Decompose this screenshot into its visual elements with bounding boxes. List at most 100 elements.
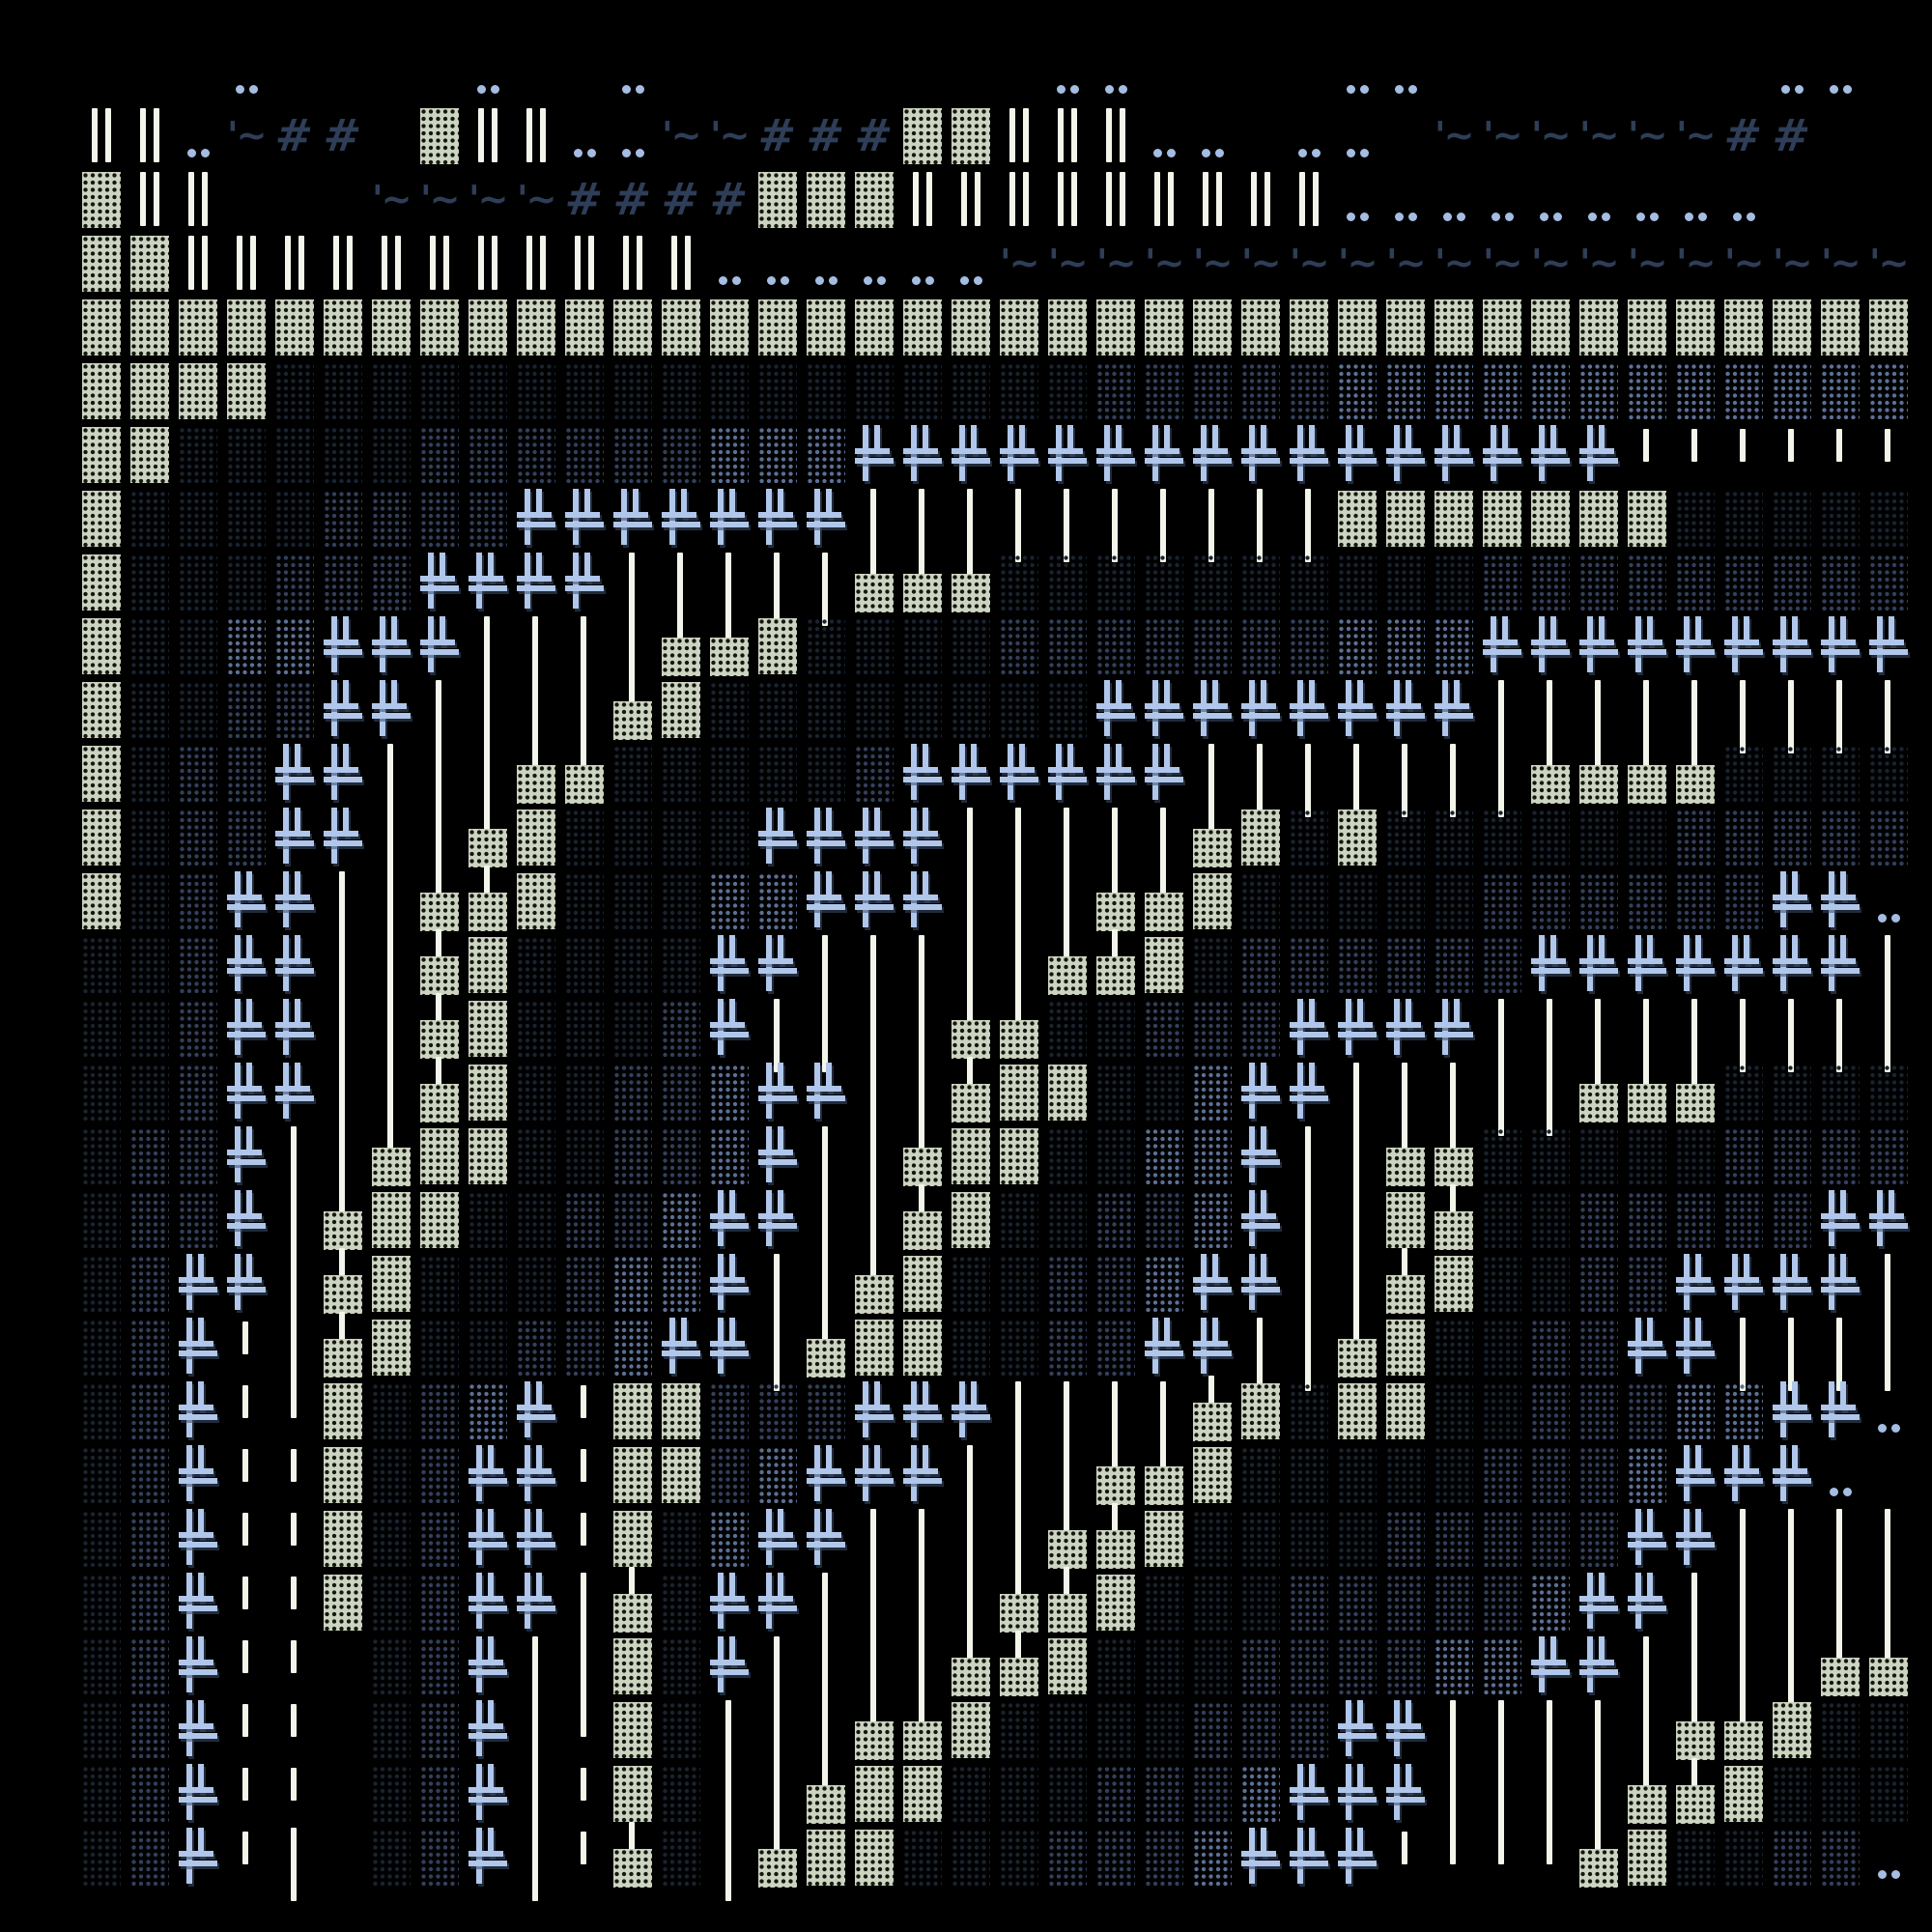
glyph-dot-block-dim-blue <box>179 869 227 933</box>
glyph-bar <box>1000 806 1048 881</box>
glyph-double-cross <box>1821 1252 1869 1316</box>
glyph-double-cross <box>1241 1124 1290 1188</box>
glyph-double-cross <box>324 678 372 742</box>
glyph-bar <box>469 678 517 753</box>
glyph-green-dot-block <box>952 104 1000 168</box>
glyph-dot-block-dim-blue <box>565 1252 613 1316</box>
glyph-double-cross <box>1773 933 1821 997</box>
glyph-bar <box>1000 1379 1048 1455</box>
glyph-green-dot-block <box>1048 1061 1096 1124</box>
glyph-dot-block-dim-blue <box>1000 614 1048 678</box>
glyph-short-bar <box>1531 1826 1579 1889</box>
glyph-double-cross <box>1869 614 1918 678</box>
glyph-bar <box>613 551 662 626</box>
glyph-dot-block-dim-blue <box>1193 359 1241 423</box>
glyph-double-cross <box>1676 1507 1724 1571</box>
glyph-dot-block-dim-blue <box>179 742 227 806</box>
glyph-double-cross <box>1531 1634 1579 1698</box>
glyph-bar <box>372 806 420 881</box>
glyph-bar <box>807 933 855 1009</box>
glyph-dot-block-dim-blue <box>227 806 275 869</box>
glyph-bar <box>420 678 469 753</box>
glyph-dot-block-bright-blue <box>1531 1571 1579 1634</box>
glyph-bar-into-green-block <box>1676 738 1724 806</box>
glyph-dot-block-faint <box>1048 551 1096 614</box>
glyph-dot-block-dim-blue <box>1338 933 1386 997</box>
glyph-dot-block-faint <box>130 1061 179 1124</box>
glyph-green-dot-block <box>1724 1762 1773 1826</box>
glyph-double-cross <box>517 487 565 551</box>
glyph-dot-block-faint <box>613 806 662 869</box>
glyph-short-bar <box>565 1762 613 1826</box>
glyph-dot-block-dim-blue <box>517 1316 565 1379</box>
glyph-green-dot-block <box>1579 296 1628 359</box>
glyph-double-cross <box>807 806 855 869</box>
glyph-dot-block-faint <box>1773 1061 1821 1124</box>
glyph-bar <box>1290 487 1338 562</box>
glyph-dot-block-faint <box>1773 742 1821 806</box>
glyph-double-cross <box>1096 742 1145 806</box>
glyph-dot-block-dim-blue <box>275 678 324 742</box>
glyph-dot-block-faint <box>82 997 130 1061</box>
glyph-double-cross <box>855 1443 903 1507</box>
glyph-bar-into-green-block <box>1579 738 1628 806</box>
glyph-dot-block-faint <box>1193 933 1241 997</box>
glyph-dot-block-faint <box>952 359 1000 423</box>
glyph-dot-block-faint <box>1338 551 1386 614</box>
glyph-bar <box>324 997 372 1072</box>
glyph-double-cross <box>179 1698 227 1762</box>
glyph-bar <box>710 1698 758 1774</box>
glyph-double-cross <box>807 1443 855 1507</box>
glyph-dot-block-dim-blue <box>1676 1188 1724 1252</box>
glyph-dot-block-bright-blue <box>1241 1762 1290 1826</box>
glyph-dot-block-dim-blue <box>662 997 710 1061</box>
glyph-bar <box>758 1252 807 1327</box>
glyph-short-bar <box>227 1379 275 1443</box>
glyph-dot-block-faint <box>372 1443 420 1507</box>
glyph-double-cross <box>952 742 1000 806</box>
glyph-bar-into-green-block <box>324 1312 372 1379</box>
glyph-dot-pair <box>469 41 517 104</box>
glyph-double-cross <box>1338 1826 1386 1889</box>
glyph-dot-block-dim-blue <box>420 1379 469 1443</box>
glyph-dot-block-dim-blue <box>372 487 420 551</box>
glyph-dot-block-dim-blue <box>1579 1443 1628 1507</box>
glyph-double-cross <box>807 1061 855 1124</box>
glyph-dot-block-faint <box>710 678 758 742</box>
glyph-bar <box>758 1634 807 1710</box>
glyph-double-cross <box>1435 423 1483 487</box>
glyph-bar <box>952 1443 1000 1519</box>
glyph-double-cross <box>275 933 324 997</box>
glyph-double-cross <box>1048 742 1096 806</box>
glyph-bar <box>275 1316 324 1391</box>
glyph-dot-block-dim-blue <box>613 1061 662 1124</box>
glyph-bar-into-green-block <box>372 1121 420 1188</box>
glyph-bar <box>1773 1316 1821 1391</box>
glyph-dot-block-dim-blue <box>130 1634 179 1698</box>
glyph-dot-pair <box>1338 104 1386 168</box>
glyph-double-cross <box>710 1571 758 1634</box>
glyph-double-cross <box>1531 614 1579 678</box>
glyph-dot-pair <box>227 41 275 104</box>
glyph-dot-block-faint <box>1290 1443 1338 1507</box>
glyph-green-dot-block <box>1483 296 1531 359</box>
glyph-green-dot-block <box>710 296 758 359</box>
glyph-dot-block-faint <box>469 359 517 423</box>
glyph-double-cross <box>1386 1698 1435 1762</box>
glyph-double-bar <box>1241 168 1290 232</box>
glyph-double-bar <box>179 168 227 232</box>
glyph-dot-block-faint <box>1193 1571 1241 1634</box>
glyph-dot-block-dim-blue <box>130 1379 179 1443</box>
glyph-bar-into-green-block <box>324 1248 372 1316</box>
glyph-green-dot-block <box>1724 296 1773 359</box>
glyph-dot-block-faint <box>372 1826 420 1889</box>
glyph-bar <box>565 678 613 753</box>
glyph-dot-pair <box>855 232 903 296</box>
glyph-green-dot-block <box>952 1124 1000 1188</box>
glyph-double-cross <box>758 1124 807 1188</box>
glyph-double-cross <box>1386 678 1435 742</box>
glyph-dot-block-dim-blue <box>1241 359 1290 423</box>
glyph-dot-block-faint <box>1000 678 1048 742</box>
glyph-dot-block-bright-blue <box>1435 614 1483 678</box>
glyph-green-dot-block <box>952 296 1000 359</box>
